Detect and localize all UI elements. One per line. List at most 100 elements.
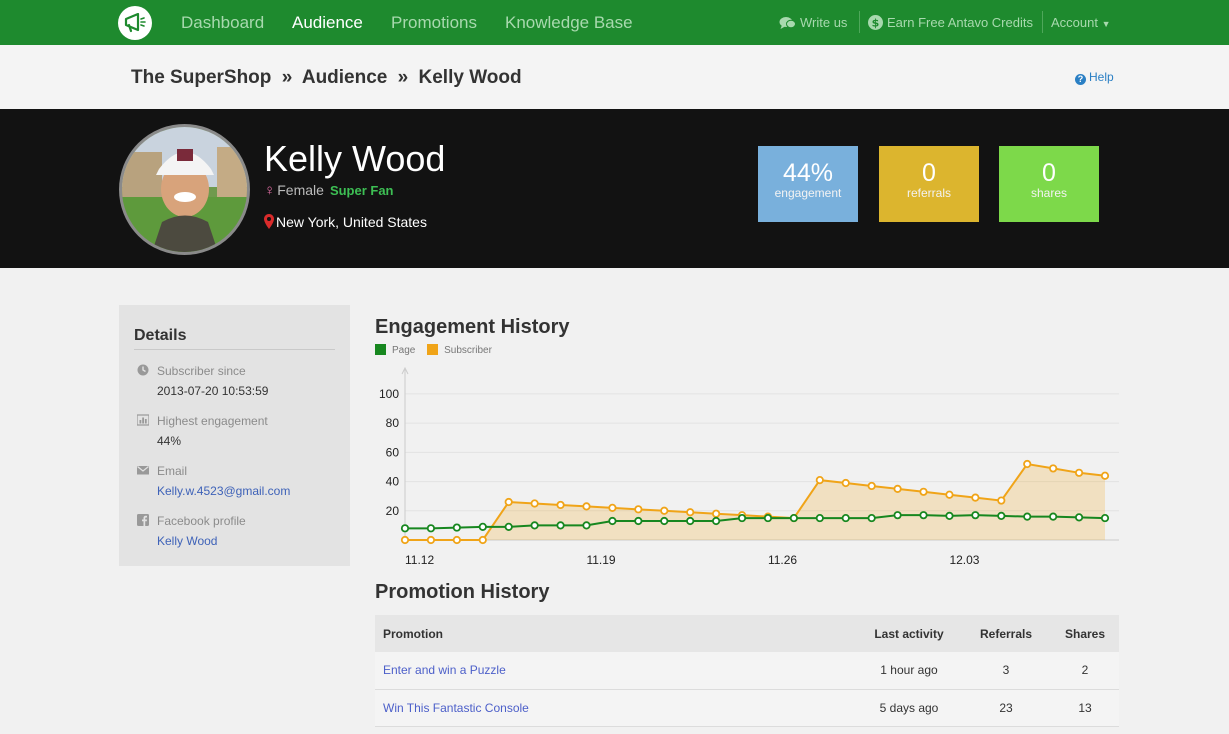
page-data-point [556, 521, 565, 530]
engagement-stat-tile: 44% engagement [758, 146, 858, 222]
dollar-coin-icon: $ [868, 15, 883, 33]
subscriber-data-point [634, 505, 643, 514]
nav-knowledge-base[interactable]: Knowledge Base [505, 13, 633, 32]
column-header-last-activity[interactable]: Last activity [857, 615, 961, 652]
subscriber-data-point [867, 481, 876, 491]
engagement-value: 44% [782, 159, 834, 187]
page-data-point [1049, 512, 1058, 521]
details-divider [134, 349, 335, 350]
subscriber-data-point [971, 493, 980, 502]
subscriber-data-point [815, 476, 824, 485]
y-tick-label: 40 [386, 475, 400, 489]
page-data-point [582, 521, 591, 530]
clock-icon [137, 364, 149, 376]
profile-location: New York, United States [264, 214, 427, 232]
promotion-link[interactable]: Enter and win a Puzzle [375, 652, 857, 690]
page-series-line [405, 514, 1106, 530]
account-menu[interactable]: Account ▼ [1051, 15, 1111, 30]
subscriber-data-point [1049, 464, 1058, 473]
nav-dashboard[interactable]: Dashboard [181, 13, 265, 32]
x-tick-label: 11.19 [586, 553, 615, 567]
breadcrumb-bar [0, 45, 1229, 109]
highest-engagement-value: 44% [157, 434, 182, 448]
page-data-point [426, 524, 436, 533]
page-data-point [997, 511, 1006, 520]
subscriber-data-point [426, 535, 436, 545]
page-data-point [893, 511, 902, 520]
page-data-point [504, 522, 513, 531]
legend-label-subscriber: Subscriber [444, 345, 492, 356]
page-data-point [478, 522, 487, 531]
caret-down-icon: ▼ [1101, 19, 1111, 29]
column-header-promotion[interactable]: Promotion [375, 615, 857, 652]
column-header-referrals[interactable]: Referrals [961, 615, 1051, 652]
antavo-logo-icon[interactable] [118, 6, 152, 40]
page-data-point [530, 521, 539, 530]
nav-divider [1042, 11, 1043, 33]
question-circle-icon: ? [1075, 74, 1086, 85]
referrals-label: referrals [906, 186, 951, 200]
referrals-stat-tile: 0 referrals [879, 146, 979, 222]
subscriber-data-point [504, 497, 513, 507]
facebook-icon [137, 514, 149, 526]
promotion-link[interactable]: Win This Fantastic Console [375, 689, 857, 727]
help-link[interactable]: ? Help [1075, 70, 1114, 85]
envelope-icon [137, 466, 149, 475]
gender-label: Female [277, 182, 324, 198]
write-us-label: Write us [800, 15, 848, 30]
page-data-point [867, 513, 876, 523]
subscriber-data-point [556, 500, 565, 510]
nav-audience[interactable]: Audience [292, 13, 363, 32]
page-data-point [841, 513, 850, 523]
avatar [119, 124, 250, 255]
nav-divider [859, 11, 860, 33]
page-data-point [608, 516, 617, 526]
breadcrumb-shop[interactable]: The SuperShop [131, 67, 272, 88]
legend-swatch-page [375, 344, 386, 355]
subscriber-data-point [997, 496, 1006, 505]
page-data-point [634, 516, 643, 526]
top-navigation-bar: Dashboard Audience Promotions Knowledge … [0, 0, 1229, 45]
map-marker-icon [264, 214, 274, 232]
x-tick-label: 11.26 [768, 553, 797, 567]
table-row: Win This Fantastic Console 5 days ago 23… [375, 689, 1119, 727]
subscriber-data-point [945, 490, 954, 499]
promotion-history-title: Promotion History [375, 581, 550, 603]
y-tick-label: 60 [386, 445, 400, 459]
facebook-profile-link[interactable]: Kelly Wood [157, 534, 218, 548]
subscriber-data-point [400, 535, 410, 545]
subscriber-data-point [660, 506, 669, 515]
last-activity-cell: 1 hour ago [857, 652, 961, 690]
subscriber-data-point [1100, 471, 1110, 480]
email-link[interactable]: Kelly.w.4523@gmail.com [157, 484, 291, 498]
page-data-point [400, 524, 410, 533]
page-data-point [660, 516, 669, 526]
engagement-label: engagement [774, 186, 842, 200]
nav-promotions[interactable]: Promotions [391, 13, 477, 32]
chart-legend: Page Subscriber [375, 344, 492, 356]
engagement-history-title: Engagement History [375, 316, 570, 338]
x-tick-label: 11.12 [405, 553, 434, 567]
breadcrumb-audience[interactable]: Audience [301, 67, 388, 88]
subscriber-since-value: 2013-07-20 10:53:59 [157, 384, 269, 398]
subscriber-data-point [1023, 459, 1032, 469]
details-title: Details [134, 327, 187, 344]
last-activity-cell: 5 days ago [857, 689, 961, 727]
earn-credits-link[interactable]: $ Earn Free Antavo Credits [868, 15, 1033, 33]
breadcrumb-separator: » [281, 67, 293, 88]
write-us-link[interactable]: Write us [779, 15, 847, 33]
location-label: New York, United States [276, 214, 427, 230]
subscriber-data-point [841, 478, 850, 488]
page-data-point [1074, 513, 1084, 522]
account-label: Account [1051, 15, 1098, 30]
shares-stat-tile: 0 shares [999, 146, 1099, 222]
page-data-point [945, 511, 954, 520]
y-axis-arrow [401, 366, 409, 375]
referrals-value: 0 [922, 159, 936, 187]
help-label: Help [1089, 70, 1114, 84]
shares-value: 0 [1042, 159, 1056, 187]
svg-text:$: $ [872, 17, 880, 30]
table-row: Enter and win a Puzzle 1 hour ago 3 2 [375, 652, 1119, 690]
column-header-shares[interactable]: Shares [1051, 615, 1119, 652]
subscriber-data-point [686, 508, 695, 517]
